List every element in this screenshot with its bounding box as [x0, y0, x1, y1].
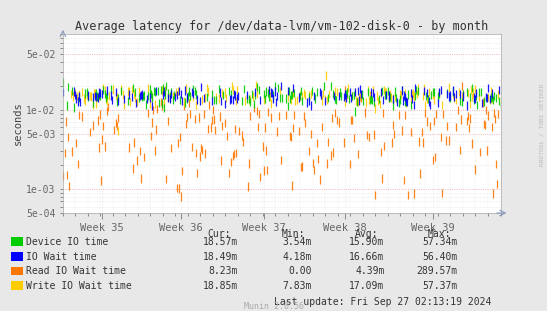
Text: 4.39m: 4.39m [355, 266, 385, 276]
Text: 57.37m: 57.37m [423, 281, 458, 291]
Text: 18.49m: 18.49m [203, 252, 238, 262]
Text: Max:: Max: [428, 229, 451, 239]
Text: RRDTOOL / TOBI OETIKER: RRDTOOL / TOBI OETIKER [539, 83, 544, 166]
Text: Avg:: Avg: [354, 229, 378, 239]
Text: 56.40m: 56.40m [423, 252, 458, 262]
Text: 18.57m: 18.57m [203, 237, 238, 247]
Text: 15.90m: 15.90m [350, 237, 385, 247]
Text: Write IO Wait time: Write IO Wait time [26, 281, 132, 291]
Text: 7.83m: 7.83m [282, 281, 312, 291]
Text: Device IO time: Device IO time [26, 237, 108, 247]
Text: 16.66m: 16.66m [350, 252, 385, 262]
Text: 17.09m: 17.09m [350, 281, 385, 291]
Text: 3.54m: 3.54m [282, 237, 312, 247]
Text: IO Wait time: IO Wait time [26, 252, 97, 262]
Text: Munin 2.0.56: Munin 2.0.56 [243, 302, 304, 311]
Text: 8.23m: 8.23m [208, 266, 238, 276]
Text: 18.85m: 18.85m [203, 281, 238, 291]
Text: 4.18m: 4.18m [282, 252, 312, 262]
Text: 0.00: 0.00 [288, 266, 312, 276]
Text: Last update: Fri Sep 27 02:13:19 2024: Last update: Fri Sep 27 02:13:19 2024 [274, 297, 491, 307]
Text: Cur:: Cur: [208, 229, 231, 239]
Text: 57.34m: 57.34m [423, 237, 458, 247]
Text: Read IO Wait time: Read IO Wait time [26, 266, 126, 276]
Y-axis label: seconds: seconds [13, 102, 23, 146]
Title: Average latency for /dev/data-lvm/vm-102-disk-0 - by month: Average latency for /dev/data-lvm/vm-102… [75, 20, 488, 33]
Text: 289.57m: 289.57m [417, 266, 458, 276]
Text: Min:: Min: [282, 229, 305, 239]
